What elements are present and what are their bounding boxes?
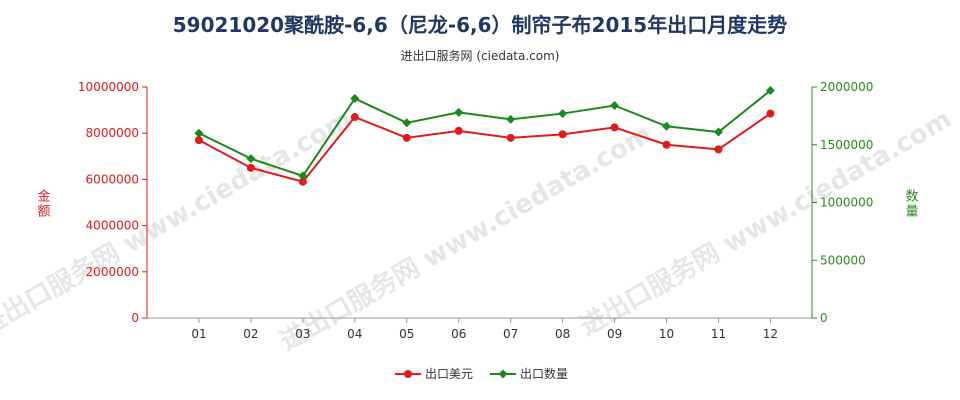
legend-marker-1 [404,370,412,378]
watermark-text: 进出口服务网 www.ciedata.com [0,104,357,342]
series-line-1 [198,112,772,183]
left-tick-label: 6000000 [86,172,139,186]
left-tick-label: 2000000 [86,265,139,279]
x-tick-label: 02 [243,327,258,341]
x-tick-label: 09 [607,327,622,341]
right-axis-title-char: 量 [905,205,918,220]
left-tick-label: 0 [131,311,139,325]
chart-title: 59021020聚酰胺-6,6（尼龙-6,6）制帘子布2015年出口月度走势 [172,13,788,37]
series-1-point [402,133,411,142]
x-tick-label: 01 [191,327,206,341]
series-1-point [350,113,359,122]
x-tick-label: 11 [711,327,726,341]
left-axis-title-char: 额 [37,205,50,220]
series-line-2 [198,89,772,178]
series-layer [194,85,775,186]
series-1-point [298,177,307,186]
left-tick-label: 8000000 [86,126,139,140]
series-2-point [765,85,775,95]
right-tick-label: 1000000 [820,196,873,210]
left-axis-title-char: 金 [37,189,50,205]
series-2-point [246,154,256,164]
x-tick-label: 07 [503,327,518,341]
left-tick-label: 10000000 [78,80,139,94]
legend-label-2: 出口数量 [520,366,568,381]
right-tick-label: 2000000 [820,80,873,94]
right-axis-title: 数量 [905,190,918,220]
series-1-point [558,130,567,139]
x-tick-label: 12 [763,327,778,341]
series-1-point [662,140,671,149]
series-1-point [246,163,255,172]
left-axis-title: 金额 [37,189,50,220]
right-tick-label: 0 [820,311,828,325]
series-1-point [506,133,515,142]
series-1-point [766,109,775,118]
series-2-point [194,128,204,138]
series-2-point [610,100,620,110]
right-tick-label: 500000 [820,253,866,267]
series-1-point [610,123,619,132]
x-tick-label: 03 [295,327,310,341]
x-tick-label: 04 [347,327,362,341]
right-tick-label: 1500000 [820,138,873,152]
x-tick-label: 10 [659,327,674,341]
legend-marker-2 [498,369,508,379]
series-2-point [662,121,672,131]
series-1-point [194,136,203,145]
axes: 0200000040000006000000800000010000000050… [37,80,918,341]
series-2-point [506,114,516,124]
series-2-point [454,107,464,117]
series-2-point [402,118,412,128]
legend: 出口美元 出口数量 [395,366,568,381]
x-tick-label: 06 [451,327,466,341]
series-2-point [558,109,568,119]
series-1-point [454,126,463,135]
legend-label-1: 出口美元 [425,367,473,381]
series-2-point [713,127,723,137]
series-2-point [298,171,308,181]
x-tick-label: 08 [555,327,570,341]
series-1-point [714,145,723,154]
left-tick-label: 4000000 [86,219,139,233]
right-axis-title-char: 数 [905,190,918,205]
series-2-point [350,94,360,104]
x-tick-label: 05 [399,327,414,341]
chart-subtitle: 进出口服务网 (ciedata.com) [400,49,560,63]
